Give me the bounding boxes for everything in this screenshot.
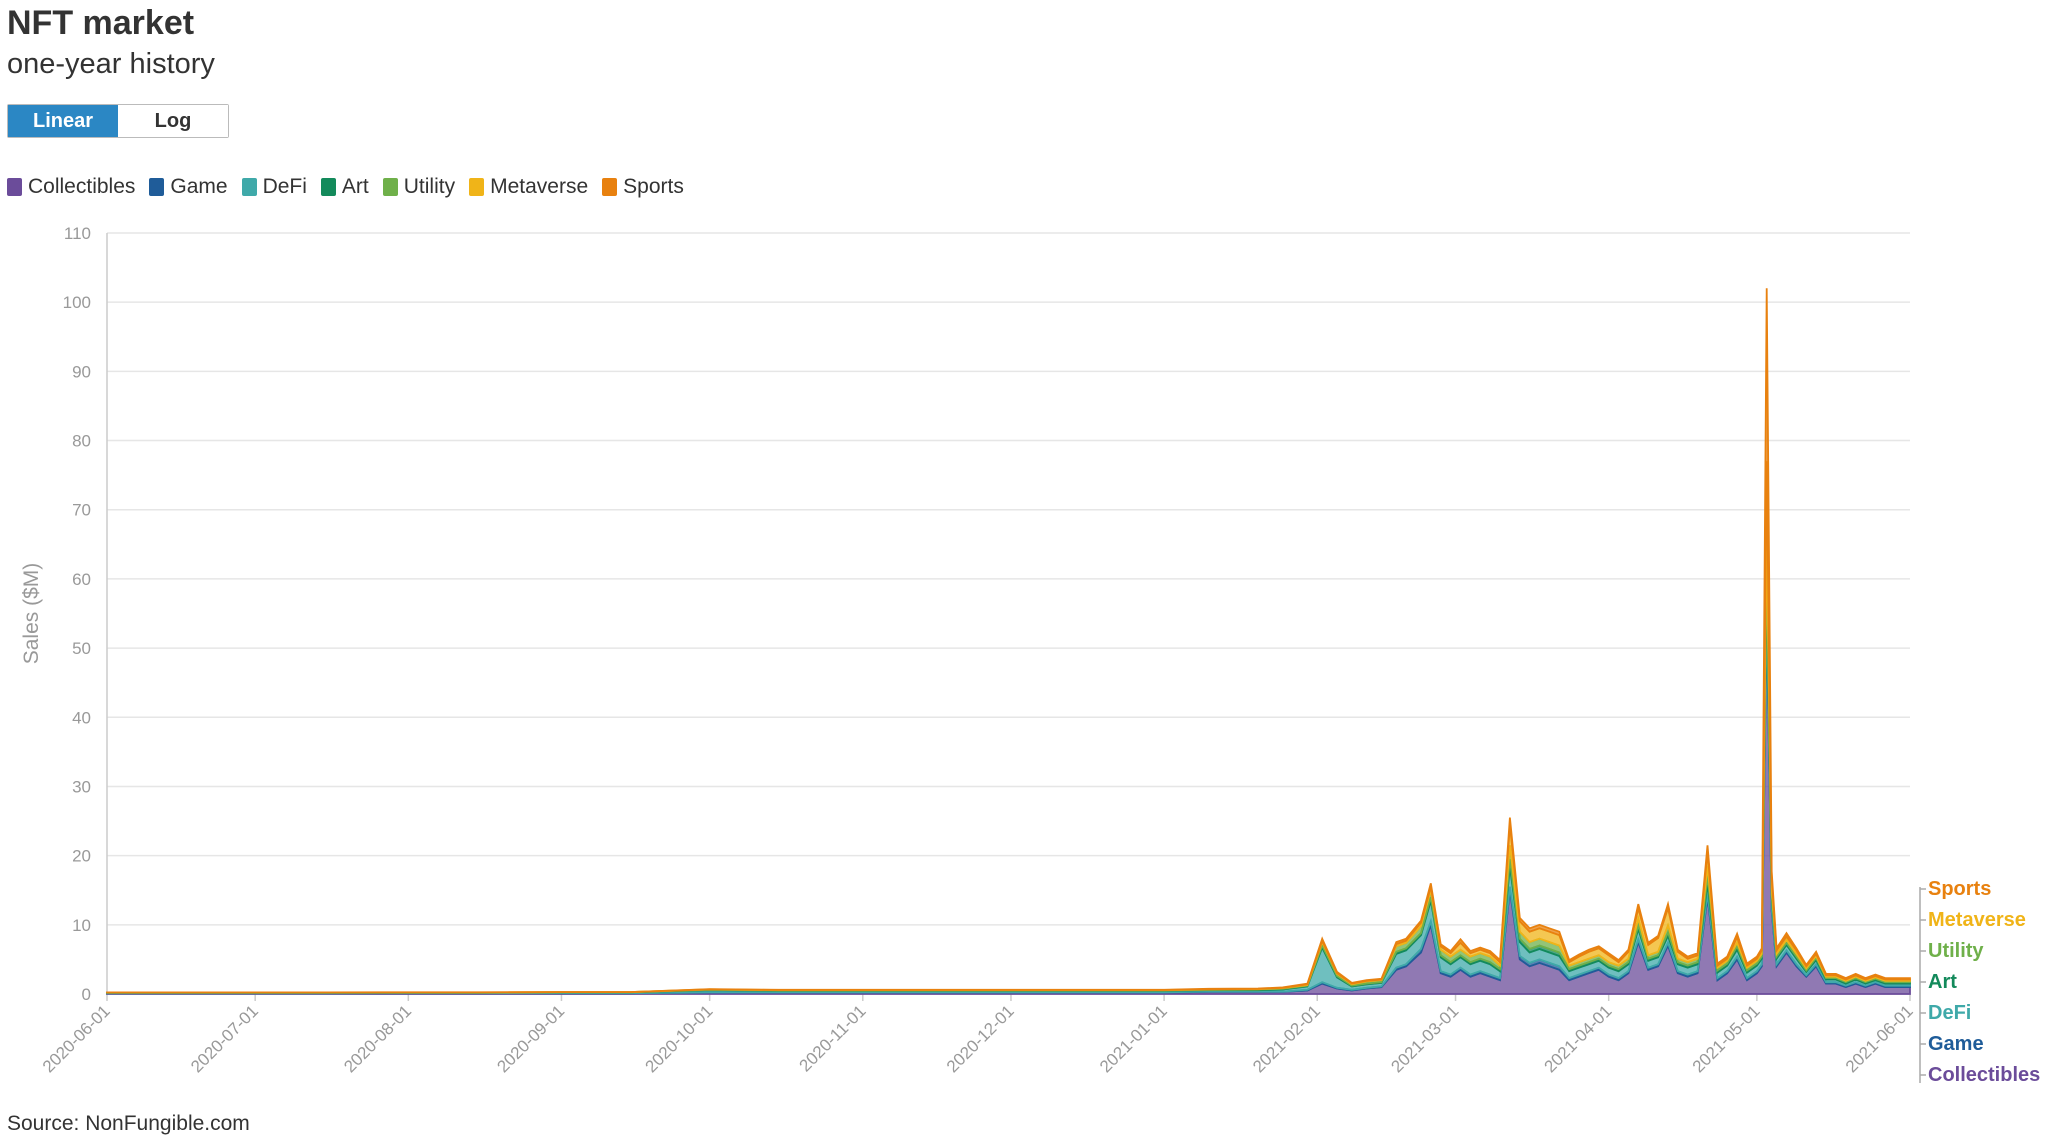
x-tick-label: 2021-06-01 bbox=[1842, 1001, 1917, 1076]
y-tick-label: 100 bbox=[63, 293, 91, 312]
log-scale-button[interactable]: Log bbox=[118, 105, 228, 137]
legend-label: Metaverse bbox=[490, 175, 589, 198]
legend-item-utility[interactable]: Utility bbox=[382, 175, 456, 199]
legend-label: Sports bbox=[623, 175, 684, 198]
x-tick-label: 2021-04-01 bbox=[1541, 1001, 1616, 1076]
x-tick-label: 2021-01-01 bbox=[1096, 1001, 1171, 1076]
x-tick-label: 2020-11-01 bbox=[796, 1001, 870, 1075]
y-tick-label: 80 bbox=[72, 432, 91, 451]
legend-label: Game bbox=[170, 175, 228, 198]
legend-item-art[interactable]: Art bbox=[320, 175, 369, 199]
end-label-metaverse: Metaverse bbox=[1928, 909, 2026, 931]
chart-subtitle: one-year history bbox=[7, 48, 215, 80]
legend-label: Art bbox=[341, 175, 369, 198]
legend-swatch bbox=[320, 178, 336, 196]
end-label-game: Game bbox=[1928, 1033, 1984, 1055]
legend-item-game[interactable]: Game bbox=[149, 175, 228, 199]
legend-swatch bbox=[382, 178, 398, 196]
end-label-defi: DeFi bbox=[1928, 1002, 1971, 1024]
legend-item-collectibles[interactable]: Collectibles bbox=[7, 175, 135, 199]
linear-scale-button[interactable]: Linear bbox=[8, 105, 118, 137]
legend-swatch bbox=[469, 178, 485, 196]
legend-item-defi[interactable]: DeFi bbox=[241, 175, 307, 199]
y-tick-label: 40 bbox=[72, 708, 91, 727]
y-tick-label: 20 bbox=[72, 847, 91, 866]
legend: Collectibles Game DeFi Art Utility Metaverse S… bbox=[7, 175, 684, 199]
end-label-art: Art bbox=[1928, 971, 1957, 993]
x-tick-label: 2020-07-01 bbox=[187, 1001, 262, 1076]
y-tick-label: 30 bbox=[72, 777, 91, 796]
legend-item-metaverse[interactable]: Metaverse bbox=[469, 175, 588, 199]
y-tick-label: 110 bbox=[64, 224, 91, 243]
y-tick-label: 50 bbox=[72, 639, 91, 658]
y-tick-label: 10 bbox=[72, 916, 91, 935]
x-tick-label: 2021-03-01 bbox=[1387, 1001, 1462, 1076]
legend-swatch bbox=[7, 178, 22, 196]
legend-swatch bbox=[149, 178, 165, 196]
end-label-sports: Sports bbox=[1928, 878, 1991, 900]
y-tick-label: 60 bbox=[72, 570, 91, 589]
x-tick-label: 2020-10-01 bbox=[642, 1001, 717, 1076]
legend-label: DeFi bbox=[262, 175, 307, 198]
scale-toggle: Linear Log bbox=[7, 104, 229, 138]
legend-swatch bbox=[602, 178, 618, 196]
legend-label: Utility bbox=[403, 175, 456, 198]
x-tick-label: 2020-09-01 bbox=[493, 1001, 568, 1076]
chart-title: NFT market bbox=[7, 4, 195, 42]
stacked-area-chart: 0 10 20 30 40 50 60 70 80 90 100 110 Sales ($M) 2020-… bbox=[20, 224, 2040, 1086]
x-tick-label: 2021-05-01 bbox=[1689, 1001, 1764, 1076]
y-tick-label: 70 bbox=[72, 501, 91, 520]
legend-item-sports[interactable]: Sports bbox=[602, 175, 684, 199]
end-label-collectibles: Collectibles bbox=[1928, 1064, 2040, 1086]
area-sports bbox=[106, 288, 1911, 994]
end-label-utility: Utility bbox=[1928, 940, 1984, 962]
x-tick-label: 2020-12-01 bbox=[943, 1001, 1018, 1076]
x-tick-label: 2020-06-01 bbox=[39, 1001, 114, 1076]
legend-swatch bbox=[241, 178, 257, 196]
y-tick-label: 0 bbox=[82, 985, 91, 1004]
source-note: Source: NonFungible.com bbox=[7, 1112, 250, 1135]
x-tick-label: 2021-02-01 bbox=[1249, 1001, 1324, 1076]
y-tick-label: 90 bbox=[72, 362, 91, 381]
legend-label: Collectibles bbox=[28, 175, 136, 198]
x-tick-label: 2020-08-01 bbox=[340, 1001, 415, 1076]
y-axis-label: Sales ($M) bbox=[20, 563, 43, 665]
